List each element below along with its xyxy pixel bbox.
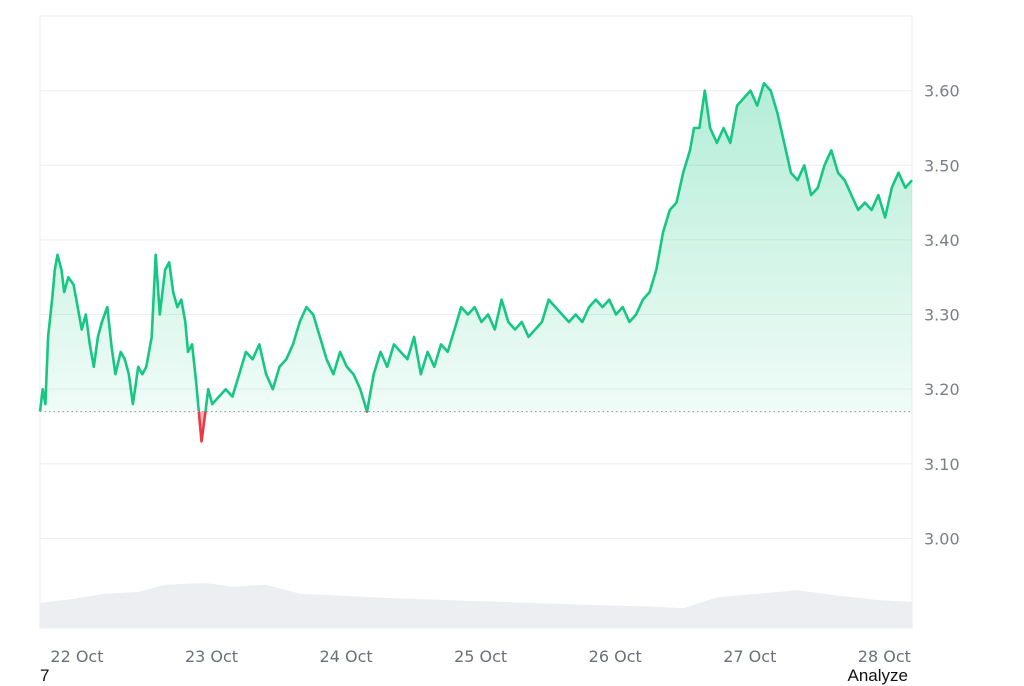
x-tick-label: 22 Oct: [50, 647, 103, 666]
price-line: [38, 81, 913, 443]
y-tick-label: 3.30: [924, 306, 960, 325]
price-area: [40, 83, 912, 442]
x-tick-label: 26 Oct: [589, 647, 642, 666]
x-tick-label: 28 Oct: [858, 647, 911, 666]
x-tick-label: 27 Oct: [723, 647, 776, 666]
volume-area: [40, 583, 912, 628]
y-tick-label: 3.20: [924, 380, 960, 399]
y-tick-label: 3.60: [924, 82, 960, 101]
y-tick-label: 3.00: [924, 529, 960, 548]
footer-left-text: 7: [40, 666, 50, 685]
y-tick-label: 3.40: [924, 231, 960, 250]
x-tick-label: 23 Oct: [185, 647, 238, 666]
analyze-link[interactable]: Analyze: [847, 666, 908, 685]
x-tick-label: 25 Oct: [454, 647, 507, 666]
x-tick-label: 24 Oct: [320, 647, 373, 666]
volume-shape: [40, 583, 912, 628]
x-axis: 22 Oct 23 Oct 24 Oct 25 Oct 26 Oct 27 Oct 28 O…: [50, 647, 911, 666]
y-axis: 3.00 3.10 3.20 3.30 3.40 3.50 3.60: [924, 82, 960, 549]
area-above-baseline: [40, 83, 912, 412]
y-tick-label: 3.10: [924, 455, 960, 474]
y-tick-label: 3.50: [924, 156, 960, 175]
price-line-above: [38, 81, 913, 412]
